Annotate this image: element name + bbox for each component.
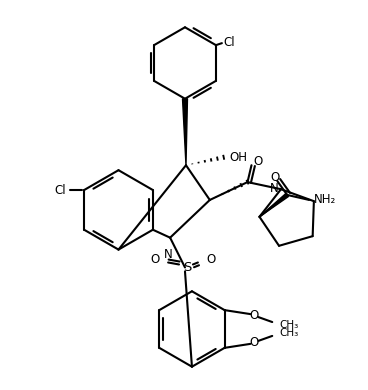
Text: Cl: Cl: [224, 35, 236, 49]
Text: O: O: [250, 337, 259, 349]
Text: NH₂: NH₂: [314, 193, 336, 206]
Text: O: O: [254, 155, 263, 168]
Text: N: N: [270, 182, 279, 195]
Polygon shape: [259, 193, 289, 217]
Text: O: O: [271, 170, 280, 184]
Text: OH: OH: [230, 151, 248, 164]
Text: CH₃: CH₃: [279, 328, 298, 338]
Text: Cl: Cl: [54, 184, 66, 197]
Text: N: N: [164, 248, 173, 261]
Text: O: O: [250, 308, 259, 322]
Text: O: O: [207, 253, 216, 266]
Text: O: O: [150, 253, 159, 266]
Polygon shape: [183, 99, 187, 165]
Text: CH₃: CH₃: [279, 320, 298, 330]
Text: S: S: [183, 261, 191, 274]
